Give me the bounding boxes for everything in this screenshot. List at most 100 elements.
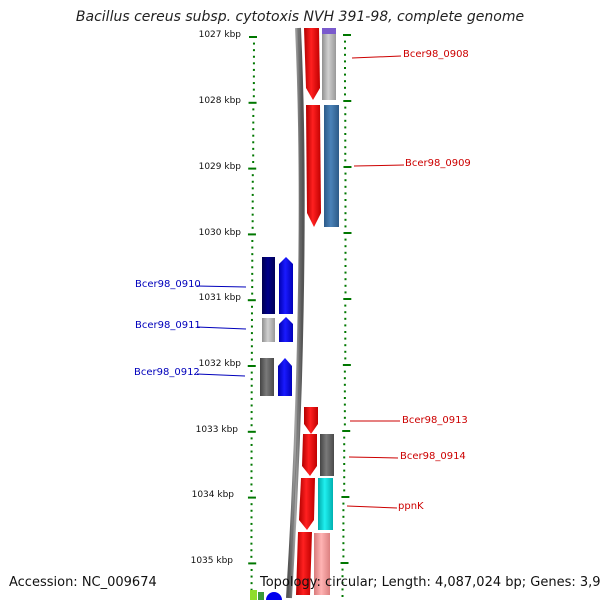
- right-minor-tick: [343, 416, 346, 419]
- gene-gray-upper[interactable]: [322, 28, 336, 100]
- gene-label-bcer98-0912[interactable]: Bcer98_0912: [134, 367, 200, 378]
- left-minor-tick: [250, 536, 253, 539]
- gene-navy-0910[interactable]: [262, 257, 275, 314]
- gene-cyan-ppnk[interactable]: [318, 478, 333, 530]
- gene-blue-0910-arrow[interactable]: [279, 257, 293, 314]
- gene-steelblue[interactable]: [324, 105, 339, 227]
- right-minor-tick: [344, 218, 347, 221]
- gene-label-bcer98-0909[interactable]: Bcer98_0909: [405, 158, 471, 169]
- left-minor-tick: [251, 279, 254, 282]
- left-minor-tick: [252, 42, 255, 45]
- right-minor-tick: [344, 113, 347, 116]
- gene-label-bcer98-0910[interactable]: Bcer98_0910: [135, 279, 201, 290]
- left-minor-tick: [252, 55, 255, 58]
- kbp-label-1031: 1031 kbp: [198, 293, 241, 303]
- right-minor-tick: [344, 245, 347, 248]
- gene-darkgray-0912[interactable]: [260, 358, 274, 396]
- map-title: Bacillus cereus subsp. cytotoxis NVH 391…: [75, 9, 525, 25]
- kbp-label-1032: 1032 kbp: [198, 359, 241, 369]
- left-minor-tick: [251, 253, 254, 256]
- right-minor-tick: [344, 80, 346, 83]
- gene-arrow-bcer98-0914[interactable]: [302, 434, 317, 476]
- right-minor-tick: [343, 456, 346, 459]
- leader-ppnk: [346, 505, 398, 509]
- gene-label-bcer98-0908[interactable]: Bcer98_0908: [403, 49, 469, 60]
- right-minor-tick: [343, 463, 346, 465]
- gene-blue-0912-arrow[interactable]: [278, 358, 292, 396]
- left-minor-tick: [252, 82, 255, 85]
- right-minor-tick: [343, 397, 346, 399]
- left-major-tick: [247, 299, 256, 302]
- gene-label-bcer98-0914[interactable]: Bcer98_0914: [400, 451, 466, 462]
- kbp-label-1029: 1029 kbp: [198, 162, 241, 172]
- right-minor-tick: [343, 377, 346, 380]
- gene-label-ppnk[interactable]: ppnK: [398, 501, 424, 512]
- gene-blue-0911-arrow[interactable]: [279, 317, 293, 342]
- left-minor-tick: [250, 588, 253, 591]
- left-minor-tick: [250, 555, 253, 558]
- left-minor-tick: [250, 470, 253, 473]
- gene-green-bottom[interactable]: [258, 592, 264, 600]
- right-minor-tick: [341, 568, 344, 571]
- right-minor-tick: [342, 548, 345, 551]
- gene-label-bcer98-0913[interactable]: Bcer98_0913: [402, 415, 468, 426]
- left-major-tick: [248, 101, 257, 104]
- right-minor-tick: [344, 251, 347, 254]
- gene-pink-bottom[interactable]: [314, 533, 330, 595]
- gene-gray-0911[interactable]: [262, 318, 275, 342]
- gene-arrow-bcer98-0913[interactable]: [304, 407, 318, 434]
- left-minor-tick: [250, 397, 253, 400]
- right-minor-tick: [341, 575, 344, 578]
- gene-lime-bottom[interactable]: [250, 590, 257, 600]
- right-minor-tick: [344, 73, 346, 76]
- right-minor-tick: [344, 337, 347, 340]
- left-minor-tick: [250, 404, 253, 407]
- left-minor-tick: [251, 286, 254, 289]
- gene-blue-bottom[interactable]: [266, 592, 282, 600]
- left-minor-tick: [250, 358, 253, 361]
- kbp-label-1035: 1035 kbp: [190, 556, 233, 566]
- leader-bcer98-0910: [196, 285, 247, 288]
- left-minor-tick: [250, 529, 253, 532]
- kbp-label-1028: 1028 kbp: [198, 96, 241, 106]
- gene-red-bottom[interactable]: [296, 532, 312, 595]
- right-minor-tick: [343, 476, 346, 479]
- gene-arrow-ppnk[interactable]: [299, 478, 315, 530]
- left-minor-tick: [251, 187, 254, 190]
- left-minor-tick: [250, 391, 253, 394]
- left-minor-tick: [250, 338, 253, 341]
- left-minor-tick: [252, 49, 255, 52]
- right-major-tick: [341, 496, 350, 498]
- left-minor-tick: [250, 371, 253, 374]
- right-minor-tick: [344, 139, 347, 142]
- right-minor-tick: [342, 542, 345, 545]
- gene-darkgray-0914[interactable]: [320, 434, 334, 476]
- right-minor-tick: [344, 126, 347, 129]
- left-minor-tick: [252, 154, 255, 157]
- left-minor-tick: [251, 292, 254, 295]
- right-ruler-ticks: [340, 34, 352, 597]
- left-minor-tick: [250, 549, 253, 552]
- gene-arrow-bcer98-0908[interactable]: [304, 28, 320, 100]
- left-minor-tick: [250, 542, 253, 545]
- left-minor-tick: [252, 141, 255, 144]
- left-minor-tick: [251, 193, 254, 196]
- gene-arrow-bcer98-0909[interactable]: [306, 105, 321, 227]
- left-minor-tick: [251, 207, 254, 210]
- right-minor-tick: [342, 502, 345, 505]
- right-minor-tick: [343, 469, 346, 472]
- genome-backbone-outline: [288, 27, 303, 599]
- right-minor-tick: [342, 535, 345, 538]
- right-minor-tick: [341, 595, 344, 597]
- gene-label-bcer98-0911[interactable]: Bcer98_0911: [135, 320, 201, 331]
- left-minor-tick: [250, 384, 253, 387]
- left-minor-tick: [250, 318, 253, 321]
- right-minor-tick: [344, 317, 347, 320]
- left-minor-tick: [252, 128, 255, 131]
- left-minor-tick: [251, 246, 254, 249]
- right-minor-tick: [344, 93, 346, 96]
- right-minor-tick: [343, 403, 346, 406]
- right-minor-tick: [343, 449, 346, 452]
- gene-purple-top[interactable]: [322, 28, 336, 34]
- left-minor-tick: [251, 200, 254, 203]
